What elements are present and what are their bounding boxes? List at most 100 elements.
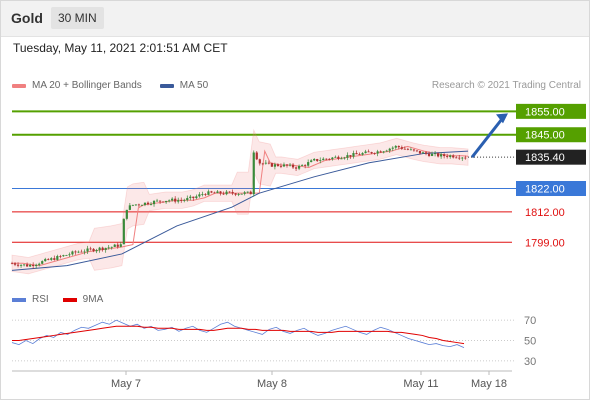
instrument-name: Gold (11, 10, 43, 26)
candle-body (38, 263, 41, 265)
candle-body (110, 246, 113, 248)
candle-body (255, 152, 258, 160)
legend-ma50-label: MA 50 (179, 80, 209, 91)
candle-body (174, 198, 177, 202)
candle-body (252, 152, 255, 195)
candle-body (406, 148, 409, 150)
legend-rsi: RSI (12, 294, 49, 305)
candle-body (195, 196, 198, 199)
timeframe-button[interactable]: 30 MIN (51, 7, 104, 29)
candle-body (446, 156, 449, 158)
candle-body (125, 209, 128, 219)
rsi-pane: 70 50 30 (11, 315, 536, 368)
legend-rsi-swatch (12, 297, 26, 302)
candle-body (234, 193, 237, 195)
candle-body (219, 191, 222, 194)
legend-9ma: 9MA (62, 294, 103, 305)
candle-body (65, 255, 68, 256)
x-axis-label: May 18 (471, 378, 507, 390)
candle-body (143, 202, 147, 205)
candle-body (201, 194, 204, 196)
candle-body (83, 251, 86, 253)
candle-body (258, 159, 261, 164)
candle-body (168, 200, 171, 202)
candle-body (364, 151, 367, 154)
candle-body (433, 153, 437, 155)
candle-body (464, 157, 467, 159)
level-tag (516, 181, 586, 197)
candle-body (455, 157, 458, 159)
candle-body (430, 153, 434, 156)
x-axis-label: May 11 (403, 378, 438, 390)
candle-body (440, 154, 443, 157)
candle-body (352, 153, 355, 157)
candle-body (382, 151, 385, 153)
candle-body (340, 158, 343, 160)
candle-body (149, 204, 153, 205)
projection-arrow-shaft (470, 115, 506, 159)
bollinger-band-area (11, 128, 469, 275)
candle-body (92, 248, 95, 252)
projection-arrow-head (496, 113, 508, 124)
candle-body (101, 247, 104, 250)
candle-body (403, 148, 406, 150)
candle-body (264, 162, 267, 164)
candle-body (13, 263, 17, 265)
candle-body (276, 164, 280, 166)
x-axis-label: May 8 (257, 378, 287, 390)
candle-body (41, 261, 44, 264)
x-axis-label: May 7 (111, 378, 141, 390)
candle-body (140, 204, 144, 206)
candle-body (186, 198, 189, 201)
last-price-tag (516, 149, 586, 165)
candle-body (137, 204, 141, 206)
candle-body (116, 244, 119, 247)
candle-body (415, 150, 419, 152)
candle-body (180, 200, 183, 201)
candle-body (47, 259, 50, 260)
candle-body (316, 159, 319, 161)
legend-ma20-swatch (12, 83, 26, 88)
header-bar: Gold 30 MIN (0, 0, 590, 37)
candle-body (19, 264, 23, 266)
candle-body (282, 164, 286, 167)
candle-body (152, 200, 156, 205)
candle-body (68, 254, 71, 256)
candle-body (56, 256, 59, 260)
candle-body (86, 248, 89, 252)
candle-body (231, 191, 234, 194)
candle-body (204, 194, 207, 196)
price-legend: MA 20 + Bollinger Bands MA 50 (12, 80, 226, 91)
candle-body (310, 160, 313, 163)
candle-body (183, 200, 186, 201)
rsi-tick-label: 50 (524, 336, 536, 348)
candle-body (388, 148, 391, 151)
candle-body (189, 196, 192, 199)
candle-body (44, 259, 47, 262)
candle-body (346, 155, 349, 158)
candle-body (288, 164, 292, 166)
candle-body (394, 146, 397, 148)
candle-body (421, 152, 425, 154)
candle-body (267, 162, 270, 164)
candle-body (50, 258, 53, 260)
candles-layer (10, 145, 467, 269)
rsi-9ma-line (12, 325, 465, 345)
candle-body (216, 191, 219, 194)
candle-body (89, 248, 92, 250)
candle-body (424, 152, 428, 154)
candle-body (32, 264, 35, 267)
candle-body (461, 157, 464, 159)
candle-body (207, 191, 210, 195)
candle-body (331, 157, 334, 160)
rsi-tick-label: 30 (524, 356, 536, 368)
candle-body (104, 247, 107, 250)
candle-body (146, 202, 150, 205)
credit-text: Research © 2021 Trading Central (431, 80, 581, 91)
candle-body (246, 191, 249, 193)
last-price-label: 1835.40 (525, 152, 565, 164)
candle-body (385, 150, 388, 152)
legend-ma20-label: MA 20 + Bollinger Bands (32, 80, 142, 91)
candle-body (192, 196, 195, 199)
